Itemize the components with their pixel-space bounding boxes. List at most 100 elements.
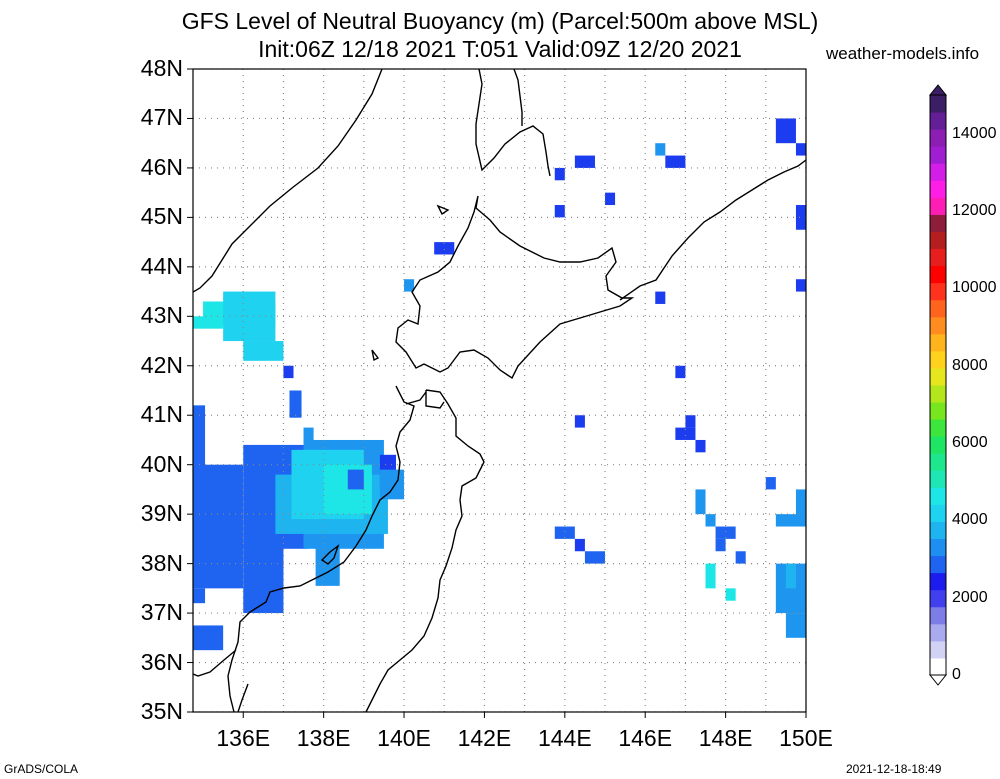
lat-label: 39N (140, 500, 183, 527)
lat-label: 36N (140, 648, 183, 675)
field-cell (584, 551, 606, 564)
lon-label: 140E (377, 725, 431, 751)
colorbar-segment (930, 333, 946, 352)
coast-tsugaru (405, 390, 445, 409)
field-cell (243, 341, 284, 361)
colorbar-segment (930, 367, 946, 386)
field-cell (347, 469, 364, 490)
site-label: weather-models.info (826, 44, 980, 63)
field-cell (795, 279, 806, 292)
field-cell (795, 143, 806, 156)
colorbar (928, 84, 948, 686)
lon-label: 138E (296, 725, 351, 751)
colorbar-segment (930, 385, 946, 403)
lon-label: 146E (618, 725, 673, 751)
colorbar-label: 2000 (952, 588, 988, 606)
colorbar-segment (930, 197, 946, 215)
grid-lines (193, 69, 806, 712)
lat-label: 48N (140, 55, 183, 81)
lat-label: 35N (140, 698, 183, 724)
colorbar-segment (930, 436, 946, 454)
colorbar-segment (930, 555, 946, 574)
field-cell (695, 439, 706, 453)
lon-label: 142E (457, 725, 512, 751)
field-cell (715, 538, 726, 552)
field-cell (404, 279, 415, 292)
colorbar-segment (930, 538, 946, 557)
colorbar-segment (930, 163, 946, 181)
field-cell (775, 118, 796, 144)
colorbar-segment (930, 350, 946, 369)
field-cell (303, 427, 314, 443)
lon-label: 150E (779, 725, 833, 751)
coast-sakhalin (475, 69, 551, 177)
field-cell (223, 291, 276, 342)
axis-ticks (187, 68, 807, 718)
field-cell (193, 405, 206, 470)
colorbar-segment (930, 299, 946, 318)
field-cell (795, 205, 806, 230)
colorbar-label: 14000 (952, 124, 997, 142)
colorbar-segment (930, 402, 946, 420)
field-cell (574, 538, 585, 552)
lat-label: 42N (140, 351, 183, 378)
colorbar-segment (930, 112, 946, 130)
coast-hokkaido (395, 195, 635, 380)
field-cell (735, 551, 746, 564)
field-cell (193, 625, 224, 651)
colorbar-segment (930, 282, 946, 301)
field-cell (695, 489, 706, 515)
field-cell (193, 588, 206, 604)
field-cell (434, 242, 455, 255)
field-cell (785, 563, 796, 589)
field-cell (705, 563, 716, 589)
field-cell (283, 365, 294, 379)
coast-kurils (619, 159, 806, 301)
field-cell (379, 469, 405, 500)
plot-frame (192, 68, 807, 713)
field-cell (665, 155, 686, 168)
lon-label: 144E (537, 725, 592, 751)
colorbar-label: 0 (952, 666, 961, 683)
colorbar-label: 4000 (952, 511, 988, 529)
coast-islands (237, 204, 450, 712)
coast-sakhalin-east (480, 69, 523, 126)
timestamp: 2021-12-18-18:49 (846, 762, 942, 776)
lat-label: 45N (140, 203, 183, 230)
colorbar-segment (930, 589, 946, 608)
field-cell (765, 477, 776, 490)
colorbar-label: 8000 (952, 356, 988, 374)
colorbar-segment (930, 129, 946, 147)
field-cell (775, 514, 806, 527)
buoyancy-field (193, 118, 806, 651)
field-cell (655, 291, 666, 304)
field-cell (289, 390, 302, 418)
coast-honshu-west (227, 385, 415, 712)
chart-title: GFS Level of Neutral Buoyancy (m) (Parce… (181, 8, 819, 34)
lat-label: 41N (140, 401, 183, 428)
colorbar-segment (930, 265, 946, 284)
colorbar-top-arrow (928, 84, 948, 96)
colorbar-segment (930, 623, 946, 642)
lat-label: 47N (140, 104, 183, 131)
field-cell (554, 205, 565, 218)
colorbar-segment (930, 180, 946, 198)
colorbar-segment (930, 248, 946, 267)
colorbar-label: 6000 (952, 434, 988, 451)
colorbar-segment (930, 487, 946, 505)
colorbar-bottom-arrow (928, 674, 948, 686)
field-cell (574, 155, 595, 168)
lat-label: 44N (140, 252, 183, 279)
coast-honshu-east (365, 389, 485, 712)
field-cell (554, 167, 565, 181)
colorbar-label: 12000 (952, 202, 997, 219)
field-cell (243, 543, 284, 614)
field-cell (685, 415, 696, 428)
lat-label: 38N (140, 549, 183, 576)
field-cell (605, 192, 616, 206)
coast-asia-mainland (193, 69, 383, 293)
colorbar-label: 10000 (952, 279, 997, 297)
coast-sado (320, 544, 340, 565)
lon-label: 136E (216, 725, 271, 751)
field-cell (315, 538, 340, 586)
